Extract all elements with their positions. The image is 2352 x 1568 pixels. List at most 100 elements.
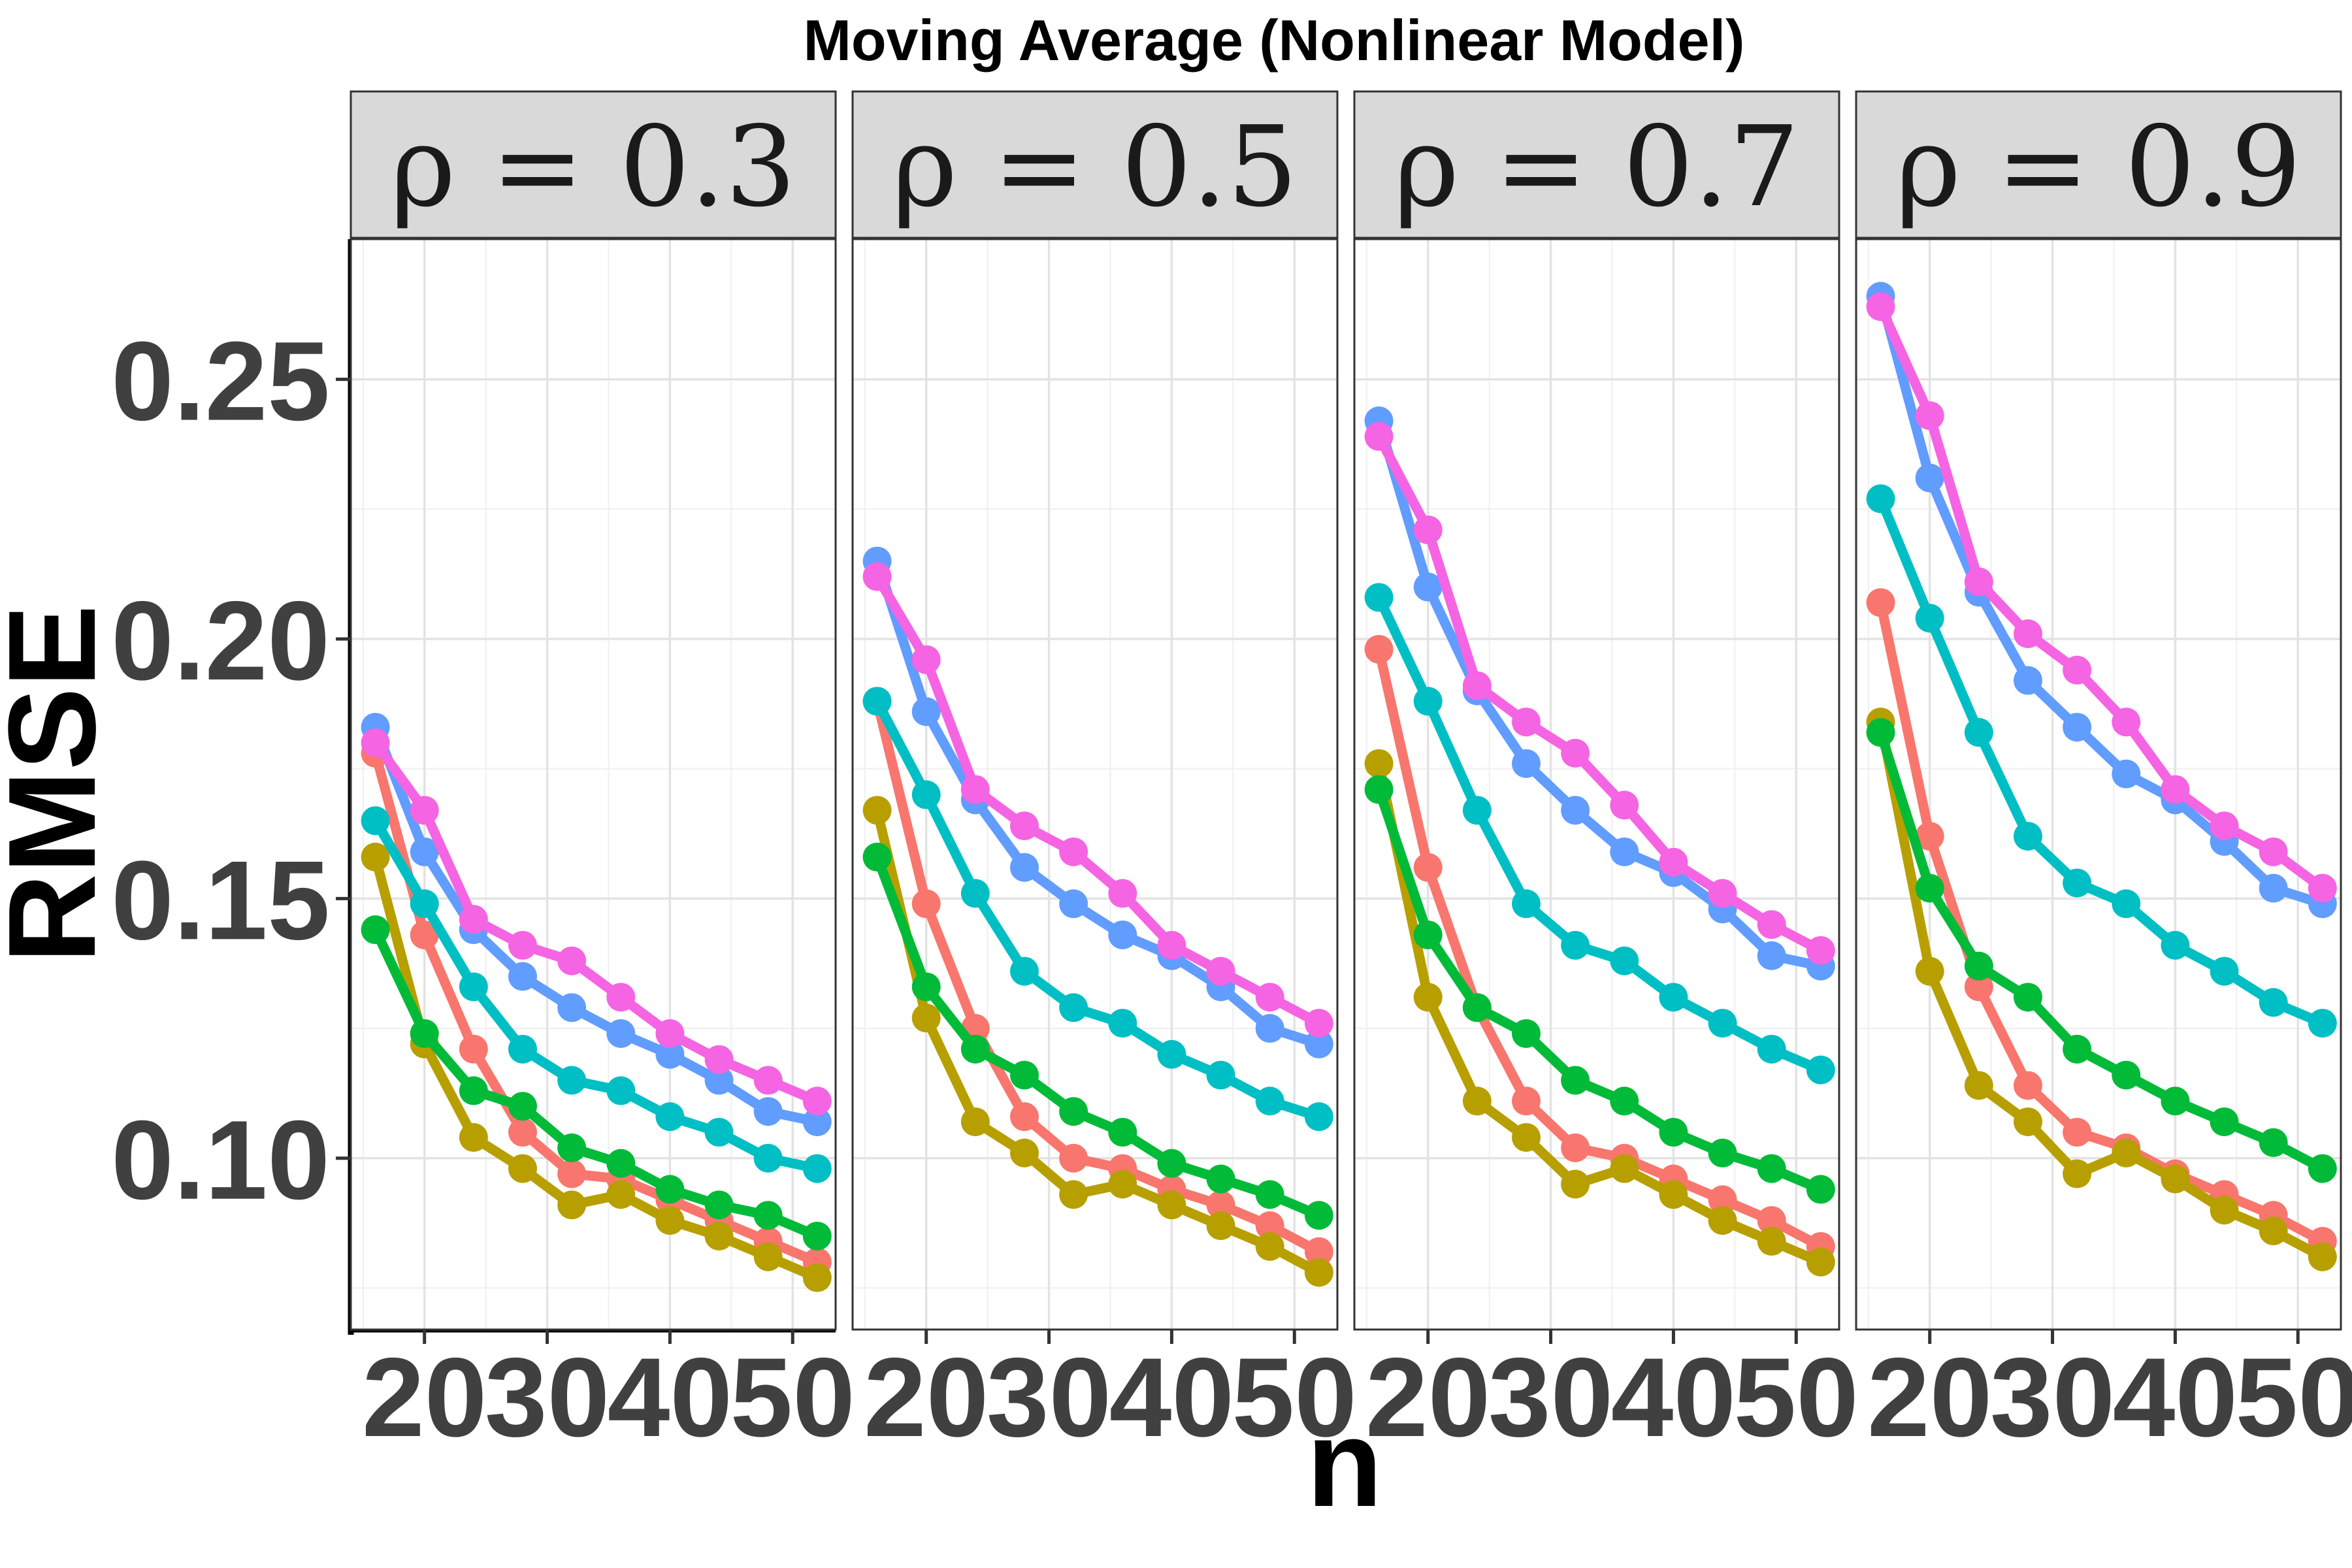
data-point bbox=[1561, 930, 1590, 960]
series-line bbox=[872, 696, 1324, 1122]
data-point bbox=[508, 1154, 537, 1183]
data-point bbox=[1511, 749, 1541, 778]
data-point bbox=[753, 1143, 783, 1173]
series-line bbox=[370, 738, 823, 1106]
data-point bbox=[862, 796, 892, 825]
data-point bbox=[1806, 1175, 1835, 1204]
data-point bbox=[459, 1076, 488, 1105]
data-point bbox=[1757, 1154, 1786, 1183]
data-point bbox=[1964, 567, 1993, 596]
data-point bbox=[1511, 708, 1541, 737]
x-tick-label: 20 bbox=[1365, 1335, 1490, 1460]
data-point bbox=[911, 645, 941, 674]
data-point bbox=[1413, 572, 1443, 602]
panel-border bbox=[1855, 238, 2342, 1331]
series-line bbox=[1876, 727, 2328, 1174]
data-point bbox=[606, 1180, 636, 1209]
facet-strip-label: ρ = 0.7 bbox=[1394, 103, 1800, 232]
y-tick-label: 0.10 bbox=[111, 1098, 330, 1223]
data-point bbox=[1866, 718, 1895, 747]
data-point bbox=[410, 837, 439, 866]
facet-strip-label: ρ = 0.3 bbox=[391, 103, 796, 232]
data-point bbox=[655, 1019, 685, 1048]
x-tick-label: 50 bbox=[1232, 1335, 1357, 1460]
data-point bbox=[862, 842, 892, 872]
data-point bbox=[2210, 956, 2239, 986]
series-teal bbox=[862, 687, 1333, 1132]
data-point bbox=[508, 1117, 537, 1147]
data-point bbox=[1364, 583, 1394, 612]
data-point bbox=[1610, 946, 1639, 975]
data-point bbox=[655, 1175, 685, 1204]
data-point bbox=[557, 993, 587, 1022]
series-magenta bbox=[1364, 422, 1835, 965]
data-point bbox=[960, 775, 990, 804]
data-point bbox=[862, 687, 892, 716]
data-point bbox=[1757, 1226, 1786, 1256]
data-point bbox=[911, 697, 941, 727]
data-point bbox=[1866, 484, 1895, 514]
data-point bbox=[911, 889, 941, 919]
data-point bbox=[2308, 874, 2337, 903]
data-point bbox=[1915, 401, 1944, 431]
data-point bbox=[911, 780, 941, 809]
series-line bbox=[370, 852, 823, 1282]
x-tick-label: 50 bbox=[730, 1335, 855, 1460]
data-point bbox=[410, 889, 439, 919]
data-point bbox=[361, 728, 390, 757]
data-point bbox=[1915, 821, 1944, 851]
data-point bbox=[1364, 775, 1394, 804]
data-point bbox=[1059, 993, 1088, 1022]
data-point bbox=[1915, 956, 1944, 986]
data-point bbox=[1757, 941, 1786, 970]
data-point bbox=[1059, 837, 1088, 866]
data-point bbox=[862, 562, 892, 591]
data-point bbox=[557, 1159, 587, 1188]
data-point bbox=[361, 915, 390, 945]
data-point bbox=[1413, 853, 1443, 882]
x-tick-label: 30 bbox=[1990, 1335, 2115, 1460]
x-tick-label: 40 bbox=[608, 1335, 732, 1460]
data-point bbox=[410, 920, 439, 949]
data-point bbox=[1757, 1034, 1786, 1064]
series-line bbox=[1876, 493, 2328, 1028]
data-point bbox=[2112, 1138, 2141, 1168]
data-point bbox=[2013, 1107, 2042, 1137]
data-point bbox=[1009, 1102, 1039, 1132]
facet-strip-label: ρ = 0.9 bbox=[1896, 103, 2302, 232]
data-point bbox=[802, 1107, 832, 1137]
data-point bbox=[802, 1086, 832, 1116]
data-point bbox=[361, 842, 390, 872]
data-point bbox=[1915, 463, 1944, 493]
chart-title: Moving Average (Nonlinear Model) bbox=[804, 8, 1745, 73]
data-point bbox=[1255, 1014, 1284, 1043]
data-point bbox=[1915, 604, 1944, 633]
data-point bbox=[1413, 920, 1443, 949]
data-point bbox=[1610, 837, 1639, 866]
series-line bbox=[1374, 592, 1826, 1075]
data-point bbox=[1806, 1055, 1835, 1085]
data-point bbox=[2112, 708, 2141, 737]
series-magenta bbox=[862, 562, 1333, 1038]
data-point bbox=[2063, 655, 2092, 685]
data-point bbox=[1964, 972, 1993, 1002]
data-point bbox=[508, 1034, 537, 1064]
data-point bbox=[1157, 1190, 1186, 1220]
data-point bbox=[960, 1034, 990, 1064]
data-point bbox=[1108, 879, 1137, 908]
data-point bbox=[1255, 1180, 1284, 1209]
series-teal bbox=[361, 806, 832, 1183]
data-point bbox=[655, 1102, 685, 1132]
data-point bbox=[753, 1066, 783, 1095]
x-tick-label: 20 bbox=[1867, 1335, 1992, 1460]
data-point bbox=[704, 1221, 734, 1250]
data-point bbox=[1757, 1206, 1786, 1235]
data-point bbox=[2063, 868, 2092, 898]
data-point bbox=[1561, 796, 1590, 825]
data-point bbox=[802, 1221, 832, 1250]
data-point bbox=[704, 1117, 734, 1147]
data-point bbox=[2259, 1128, 2288, 1157]
